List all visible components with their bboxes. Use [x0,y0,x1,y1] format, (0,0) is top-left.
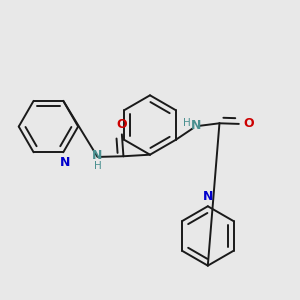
Text: H: H [183,118,190,128]
Text: N: N [92,149,103,162]
Text: O: O [117,118,127,130]
Text: N: N [202,190,213,203]
Text: N: N [191,119,201,132]
Text: H: H [94,161,101,171]
Text: O: O [243,117,254,130]
Text: N: N [60,156,70,169]
